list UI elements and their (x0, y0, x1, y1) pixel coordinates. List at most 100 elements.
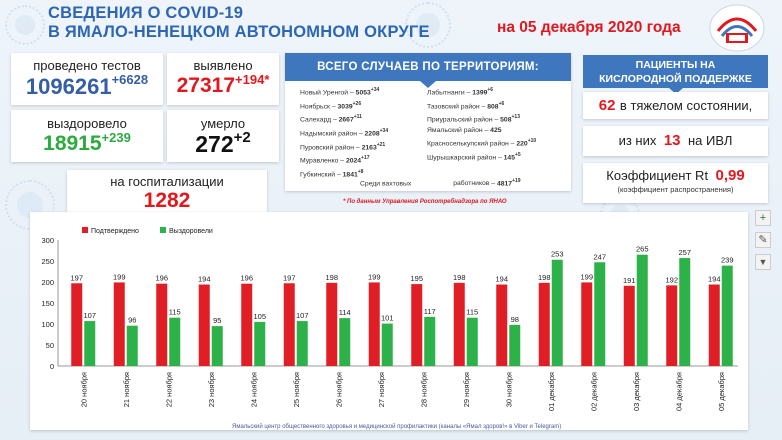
logo-icon (709, 4, 765, 52)
territory-value: 2667 (338, 116, 354, 124)
confirmed-bar (368, 282, 380, 366)
hospital-value: 1282 (143, 189, 191, 212)
data-label: 239 (721, 256, 734, 265)
territory-delta: +5 (515, 152, 521, 159)
severe-label: в тяжелом состоянии, (619, 98, 753, 113)
died-label: умерло (200, 116, 246, 131)
confirmed-bar (113, 282, 125, 366)
territory-name: Губкинский – (300, 171, 343, 179)
shift-workers-label-left: Среди вахтовых (360, 180, 412, 188)
y-tick-label: 250 (41, 257, 54, 266)
confirmed-bar (708, 284, 720, 366)
data-label: 194 (708, 275, 721, 284)
y-tick-label: 150 (41, 299, 54, 308)
recovered-bar (424, 316, 436, 366)
territory-row: Красноселькупский район – 220+10 (427, 136, 536, 150)
hospital-label: на госпитализации (110, 174, 224, 189)
territory-row: Приуральский район – 508+13 (427, 112, 536, 126)
confirmed-bar (666, 285, 678, 366)
data-label: 197 (283, 273, 296, 282)
territory-delta: +8 (357, 169, 364, 176)
shift-workers-value: 4817 (496, 180, 513, 188)
y-tick-label: 100 (41, 320, 54, 329)
legend-label: Подтверждено (91, 228, 139, 235)
data-label: 192 (665, 275, 678, 284)
x-tick-label: 27 ноября (377, 372, 386, 407)
territory-name: Лабытнанги – (427, 89, 473, 97)
plus-icon[interactable]: + (755, 210, 771, 226)
data-label: 196 (240, 274, 253, 283)
territory-value: 508 (500, 116, 512, 124)
territory-value: 1841 (342, 171, 358, 179)
territory-title: ВСЕГО СЛУЧАЕВ ПО ТЕРРИТОРИЯМ: (285, 53, 571, 88)
territory-delta: +10 (527, 138, 537, 145)
x-tick-label: 21 ноября (122, 372, 131, 407)
territory-value: 2163 (361, 143, 377, 151)
severe-value: 62 (598, 97, 616, 114)
territory-name: Ноябрьск – (300, 102, 338, 110)
footer-credit: Ямальский центр общественного здоровья и… (232, 424, 562, 430)
recovered-bar (721, 265, 733, 366)
edit-icon[interactable]: ✎ (755, 232, 771, 248)
data-label: 198 (325, 273, 338, 282)
territory-row: Лабытнанги – 1399+6 (427, 85, 536, 99)
territory-value: 220 (516, 140, 528, 148)
territory-row: Тазовский район – 808+6 (427, 99, 536, 113)
rt-label: Коэффициент Rt (606, 168, 709, 183)
confirmed-bar (411, 284, 423, 366)
x-tick-label: 24 ноября (249, 372, 258, 407)
recovered-delta: +239 (101, 130, 131, 145)
data-label: 101 (381, 314, 394, 323)
rt-value: 0,99 (715, 167, 745, 184)
territory-value: 1399 (472, 89, 488, 97)
confirmed-bar (71, 283, 83, 366)
territory-delta: +21 (376, 141, 386, 148)
virus-decoration (5, 5, 45, 45)
recovered-bar (169, 317, 181, 366)
chart-toolbar: + ✎ ▼ (755, 210, 771, 276)
y-tick-label: 200 (41, 278, 54, 287)
data-label: 199 (580, 272, 593, 281)
territory-delta: +34 (370, 87, 380, 93)
shift-workers-row: Среди вахтовых работников – 4817+19 (360, 178, 521, 187)
y-tick-label: 300 (41, 236, 54, 245)
data-label: 96 (128, 316, 136, 325)
data-label: 194 (495, 275, 508, 284)
data-label: 199 (368, 272, 381, 281)
recovered-bar (466, 317, 478, 366)
virus-decoration (405, 2, 451, 48)
legend-swatch (160, 227, 166, 233)
x-tick-label: 29 ноября (462, 372, 471, 407)
title-line-2: В ЯМАЛО-НЕНЕЦКОМ АВТОНОМНОМ ОКРУГЕ (48, 23, 430, 41)
recovered-bar (679, 258, 691, 366)
recovered-bar (509, 324, 521, 366)
shift-workers-delta: +19 (512, 178, 521, 184)
hospital-tile: на госпитализации 1282 (67, 170, 267, 214)
x-tick-label: 02 декабря (589, 372, 598, 411)
confirmed-bar (496, 284, 508, 366)
territory-delta: +26 (352, 100, 362, 107)
territory-delta: +13 (511, 114, 520, 121)
filter-icon[interactable]: ▼ (755, 254, 771, 270)
tests-label: проведено тестов (33, 58, 141, 73)
ivl-value: 13 (663, 132, 681, 149)
territory-row: Надымский район – 2208+34 (300, 126, 388, 140)
x-tick-label: 23 ноября (207, 372, 216, 407)
data-label: 196 (155, 274, 168, 283)
died-delta: +2 (233, 129, 251, 146)
ivl-prefix: из них (618, 133, 657, 148)
data-label: 198 (538, 273, 551, 282)
territory-row: Муравленко – 2024+17 (300, 153, 388, 167)
data-label: 105 (253, 312, 266, 321)
died-value: 272 (195, 131, 234, 157)
data-label: 191 (623, 276, 636, 285)
territory-delta: +6 (498, 100, 505, 107)
recovered-bar (381, 323, 393, 366)
oxygen-title-line-1: ПАЦИЕНТЫ НА (635, 59, 716, 71)
ivl-suffix: на ИВЛ (687, 133, 733, 148)
data-label: 95 (213, 316, 221, 325)
title-line-1: СВЕДЕНИЯ О COVID-19 (48, 4, 244, 22)
data-label: 194 (198, 275, 211, 284)
rt-tile: Коэффициент Rt 0,99 (коэффициент распрос… (583, 163, 768, 203)
report-date: на 05 декабря 2020 года (497, 19, 681, 36)
